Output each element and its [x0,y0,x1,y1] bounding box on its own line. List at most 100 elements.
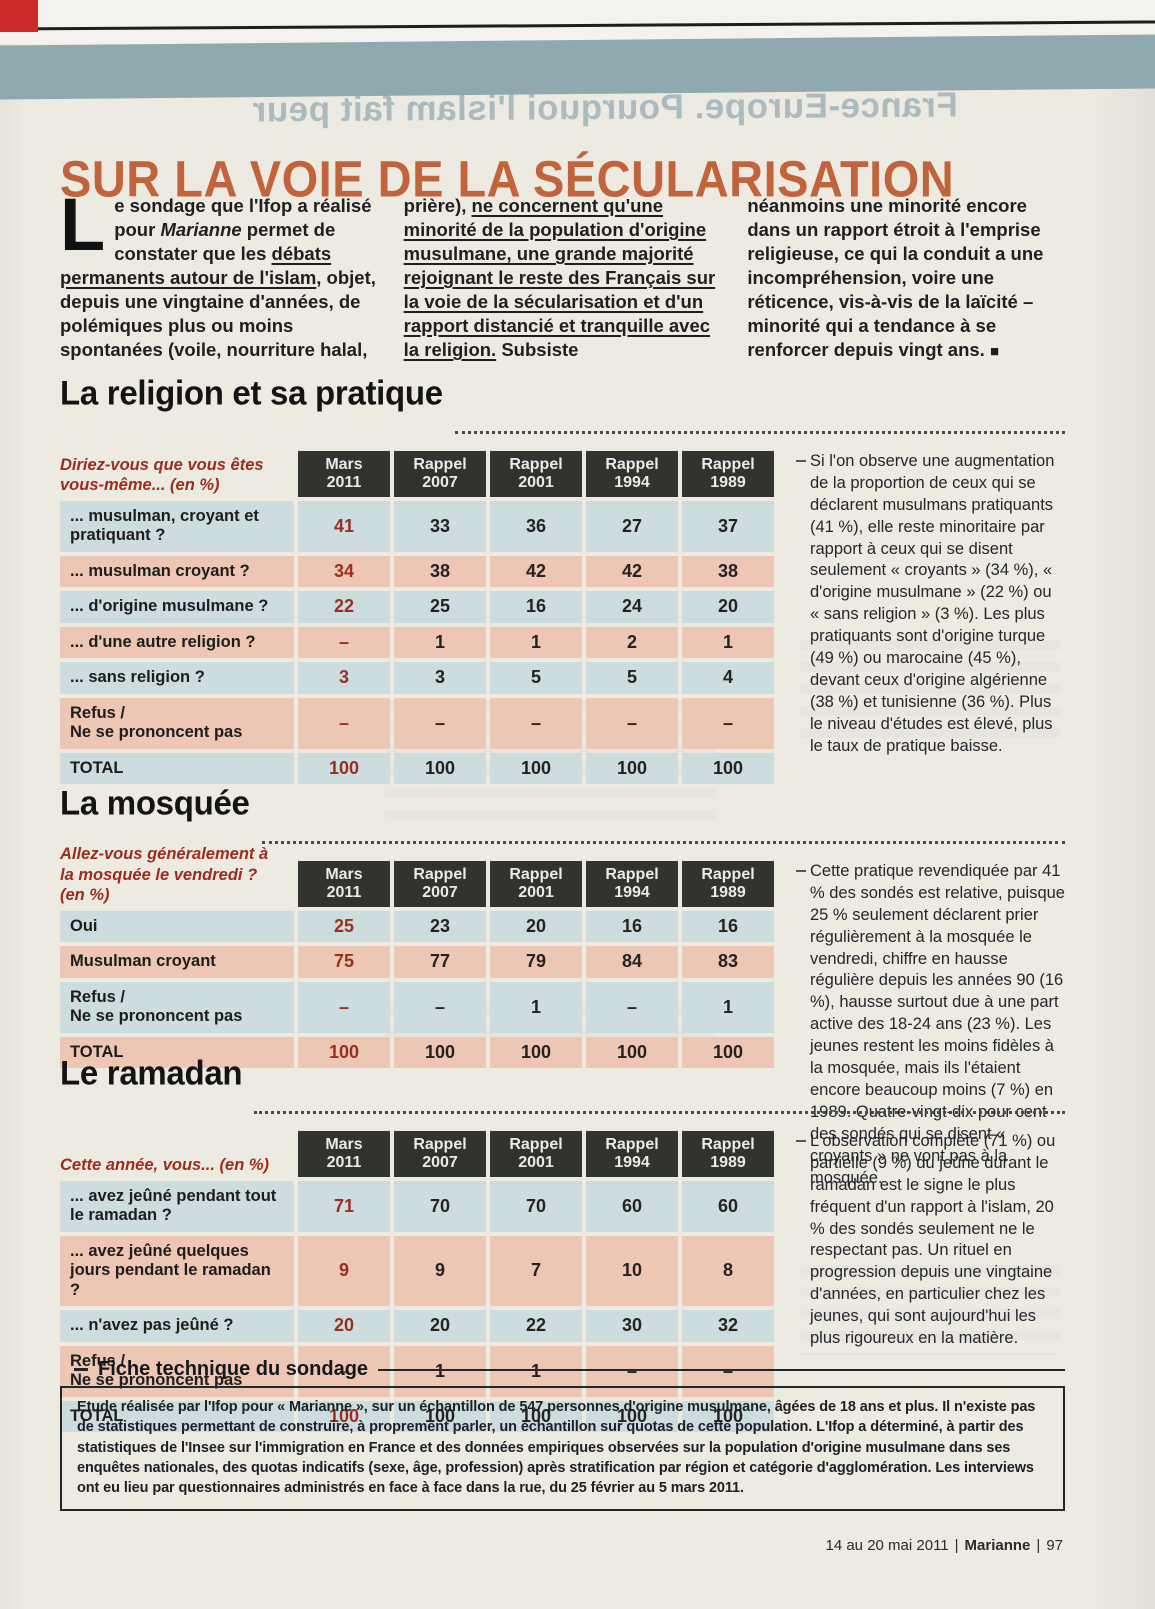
table-value-cell: 100 [682,1400,774,1432]
table-column-header: Rappel 2001 [490,450,582,497]
table-row-label: ... sans religion ? [60,662,294,694]
table-value-cell: 3 [394,662,486,694]
table-question: Allez-vous généralement à la mosquée le … [60,845,269,904]
table-value-cell: 100 [394,1400,486,1432]
table-value-cell: 60 [682,1180,774,1232]
table-row-label: Musulman croyant [60,946,294,978]
table-value-cell: 100 [682,1036,774,1069]
bleedthrough-headline: France-Europe. Pourquoi l'islam fait peu… [252,85,958,130]
table-value-cell: 33 [394,500,486,552]
section-ramadan: Le ramadan Cette année, vous... (en %) Ma… [60,1028,1065,1432]
methodology-text: Etude réalisée par l'Ifop pour « Mariann… [60,1386,1065,1512]
table-question-cell: Cette année, vous... (en %) [60,1131,294,1177]
survey-table-religion: Diriez-vous que vous êtes vous-même... (… [60,450,774,784]
table-row-label: Refus / Ne se prononcent pas [60,981,294,1033]
intro-text: néanmoins une minorité encore dans un ra… [747,195,1044,361]
table-value-cell: 1 [490,626,582,659]
table-value-cell: 4 [682,662,774,694]
comment-text: Cette pratique revendiquée par 41 % des … [810,861,1065,1187]
survey-table-ramadan: Cette année, vous... (en %) Mars 2011 Rapp… [60,1130,774,1432]
table-value-cell: 100 [394,752,486,784]
section-title-row: Le ramadan [60,1028,1065,1121]
table-value-cell: 77 [394,946,486,978]
table-value-cell: 8 [682,1235,774,1307]
red-corner-mark [0,0,38,32]
article-title: SUR LA VOIE DE LA SÉCULARISATION [60,150,955,208]
table-value-cell: 71 [298,1180,390,1232]
table-column-header: Rappel 1994 [586,450,678,497]
table-value-cell: – [394,697,486,749]
comment-text: Si l'on observe une augmentation de la p… [810,451,1055,755]
table-row-label: ... d'origine musulmane ? [60,591,294,623]
table-value-cell: 100 [682,752,774,784]
dotted-leader-line [261,840,1065,844]
table-value-cell: 20 [490,910,582,943]
table-value-cell: 1 [490,1345,582,1397]
table-value-cell: 100 [490,1400,582,1432]
table-value-cell: – [394,981,486,1033]
table-value-cell: 1 [394,1345,486,1397]
table-question-cell: Allez-vous généralement à la mosquée le … [60,845,294,907]
table-row-label: ... avez jeûné pendant tout le ramadan ? [60,1180,294,1232]
intro-text: Subsiste [496,339,579,361]
table-row-label: TOTAL [60,1400,294,1432]
table-row-label: Oui [60,910,294,943]
table-column-header: Rappel 1989 [682,860,774,907]
section-body: Allez-vous généralement à la mosquée le … [60,845,1065,1190]
section-comment: L'observation complète (71 %) ou partiel… [796,1131,1065,1350]
table-value-cell: 83 [682,946,774,978]
table-value-cell: 84 [586,946,678,978]
table-value-cell: 5 [490,662,582,694]
table-value-cell: 16 [490,591,582,623]
table-value-cell: 79 [490,946,582,978]
section-title: La religion et sa pratique [60,373,443,413]
table-value-cell: 3 [298,662,390,694]
table-value-cell: 100 [298,1400,390,1432]
table-value-cell: 1 [682,626,774,659]
dotted-leader-line [254,1110,1065,1114]
table-value-cell: – [586,981,678,1033]
table-value-cell: 25 [298,910,390,943]
table-value-cell: 9 [394,1235,486,1307]
table-value-cell: – [298,1345,390,1397]
table-value-cell: – [490,697,582,749]
methodology-title-row: Fiche technique du sondage [74,1358,1065,1381]
table-value-cell: 30 [586,1310,678,1342]
table-value-cell: 20 [298,1310,390,1342]
page-number: 97 [1046,1537,1063,1554]
section-title-row: La mosquée [60,758,1065,851]
table-column-header: Mars 2011 [298,450,390,497]
table-column-header: Rappel 2007 [394,860,486,907]
table-value-cell: 16 [586,910,678,943]
table-row-label: ... n'avez pas jeûné ? [60,1310,294,1342]
table-value-cell: 100 [490,1036,582,1069]
table-column-header: Rappel 1989 [682,1130,774,1177]
methodology-box: Fiche technique du sondage Etude réalisé… [60,1358,1065,1512]
table-column-header: Mars 2011 [298,860,390,907]
table-value-cell: 9 [298,1235,390,1307]
table-value-cell: 20 [682,591,774,623]
table-column-header: Rappel 1994 [586,1130,678,1177]
table-question: Diriez-vous que vous êtes vous-même... (… [60,455,264,494]
table-value-cell: 7 [490,1235,582,1307]
section-body: Cette année, vous... (en %) Mars 2011 Rapp… [60,1130,1065,1432]
intro-text-underlined: ne concernent qu'une minorité de la popu… [403,195,716,361]
leader-tick [796,1139,806,1142]
bleedthrough-text-ghost [800,640,1060,750]
table-column-header: Rappel 2001 [490,860,582,907]
table-value-cell: 23 [394,910,486,943]
table-value-cell: 1 [682,981,774,1033]
table-row-label: ... avez jeûné quelques jours pendant le… [60,1235,294,1307]
table-value-cell: 22 [490,1310,582,1342]
dropcap-letter: L [60,183,106,266]
section-title: Le ramadan [60,1053,243,1093]
leader-tick [796,459,806,462]
table-value-cell: 42 [586,555,678,588]
table-column-header: Rappel 1989 [682,450,774,497]
issue-date: 14 au 20 mai 2011 [825,1537,949,1554]
section-religion-pratique: La religion et sa pratique Diriez-vous q… [60,348,1065,784]
table-row-label: ... d'une autre religion ? [60,626,294,659]
section-mosquee: La mosquée Allez-vous généralement à la … [60,758,1065,1190]
intro-text: , objet, depuis une vingtaine d'années, … [60,267,376,361]
footer-separator: | [1036,1537,1041,1554]
